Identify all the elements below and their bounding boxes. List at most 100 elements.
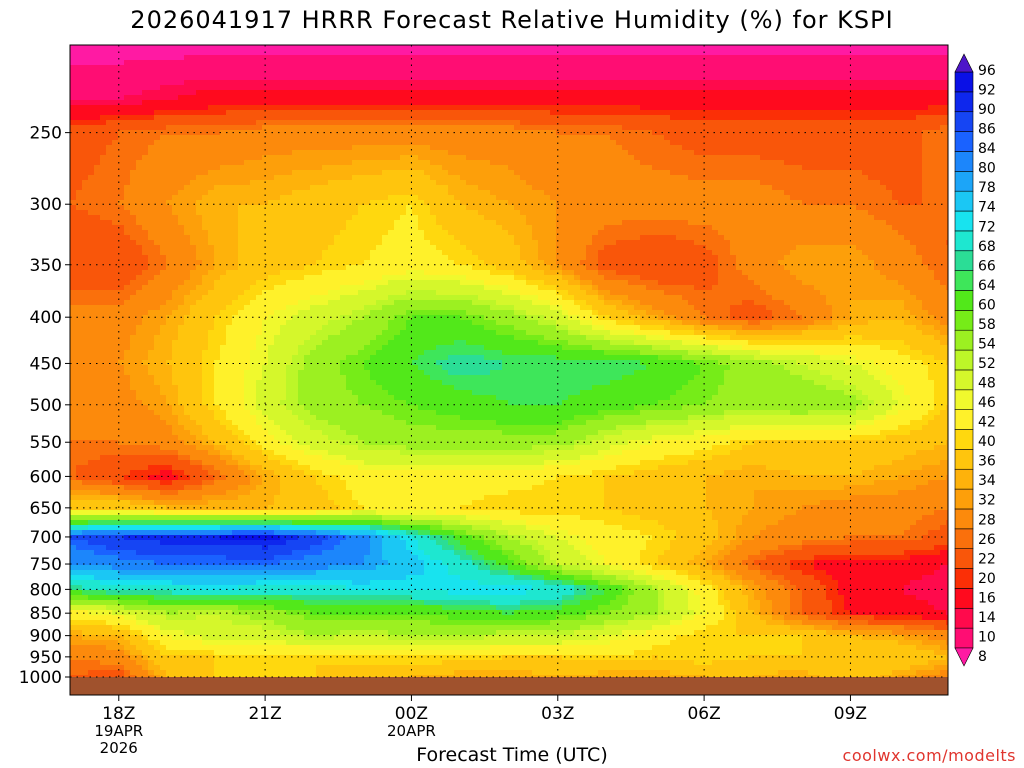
heat-cell: [592, 65, 599, 71]
heat-cell: [640, 60, 647, 66]
heat-cell: [124, 95, 131, 101]
heat-cell: [304, 50, 311, 56]
heat-cell: [646, 205, 653, 211]
heat-cell: [670, 95, 677, 101]
heat-cell: [94, 110, 101, 116]
heat-cell: [478, 70, 485, 76]
heat-cell: [256, 195, 263, 201]
heat-cell: [700, 165, 707, 171]
heat-cell: [790, 60, 797, 66]
heat-cell: [412, 45, 419, 51]
heat-cell: [232, 185, 239, 191]
heat-cell: [760, 170, 767, 176]
heat-cell: [160, 65, 167, 71]
heat-cell: [268, 125, 275, 131]
heat-cell: [580, 125, 587, 131]
heat-cell: [622, 115, 629, 121]
heat-cell: [838, 130, 845, 136]
heat-cell: [520, 85, 527, 91]
heat-cell: [256, 190, 263, 196]
heat-cell: [520, 100, 527, 106]
heat-cell: [418, 180, 425, 186]
heat-cell: [256, 210, 263, 216]
heat-cell: [274, 190, 281, 196]
heat-cell: [424, 50, 431, 56]
heat-cell: [604, 160, 611, 166]
heat-cell: [472, 140, 479, 146]
heat-cell: [826, 120, 833, 126]
heat-cell: [346, 60, 353, 66]
heat-cell: [460, 120, 467, 126]
heat-cell: [592, 195, 599, 201]
heat-cell: [496, 45, 503, 51]
heat-cell: [700, 150, 707, 156]
heat-cell: [694, 165, 701, 171]
heat-cell: [748, 95, 755, 101]
heat-cell: [784, 120, 791, 126]
heat-cell: [712, 50, 719, 56]
heat-cell: [376, 55, 383, 61]
heat-cell: [832, 135, 839, 141]
heat-cell: [154, 120, 161, 126]
heat-cell: [514, 210, 521, 216]
heat-cell: [628, 115, 635, 121]
heat-cell: [676, 205, 683, 211]
heat-cell: [250, 180, 257, 186]
heat-cell: [916, 190, 923, 196]
heat-cell: [352, 55, 359, 61]
heat-cell: [280, 120, 287, 126]
heat-cell: [280, 175, 287, 181]
heat-cell: [892, 195, 899, 201]
heat-cell: [676, 150, 683, 156]
heat-cell: [394, 80, 401, 86]
heat-cell: [490, 175, 497, 181]
heat-cell: [796, 135, 803, 141]
heat-cell: [748, 120, 755, 126]
heat-cell: [172, 75, 179, 81]
heat-cell: [772, 135, 779, 141]
heat-cell: [874, 180, 881, 186]
heat-cell: [688, 200, 695, 206]
heat-cell: [382, 205, 389, 211]
heat-cell: [472, 190, 479, 196]
heat-cell: [370, 125, 377, 131]
heat-cell: [892, 170, 899, 176]
heat-cell: [418, 70, 425, 76]
heat-cell: [898, 190, 905, 196]
heat-cell: [604, 75, 611, 81]
heat-cell: [934, 140, 941, 146]
heat-cell: [226, 150, 233, 156]
heat-cell: [268, 150, 275, 156]
heat-cell: [370, 90, 377, 96]
heat-cell: [754, 145, 761, 151]
heat-cell: [418, 145, 425, 151]
heat-cell: [754, 130, 761, 136]
heat-cell: [646, 45, 653, 51]
heat-cell: [796, 60, 803, 66]
heat-cell: [532, 140, 539, 146]
heat-cell: [526, 195, 533, 201]
heat-cell: [76, 160, 83, 166]
heat-cell: [322, 70, 329, 76]
heat-cell: [664, 105, 671, 111]
heat-cell: [484, 90, 491, 96]
heat-cell: [694, 185, 701, 191]
heat-cell: [586, 135, 593, 141]
heat-cell: [766, 150, 773, 156]
heat-cell: [646, 210, 653, 216]
heat-cell: [742, 80, 749, 86]
heat-cell: [436, 140, 443, 146]
heat-cell: [88, 55, 95, 61]
heat-cell: [454, 210, 461, 216]
heat-cell: [262, 45, 269, 51]
heat-cell: [712, 95, 719, 101]
heat-cell: [268, 100, 275, 106]
heat-cell: [814, 45, 821, 51]
heat-cell: [118, 100, 125, 106]
heat-cell: [394, 60, 401, 66]
heat-cell: [172, 115, 179, 121]
heat-cell: [634, 170, 641, 176]
heat-cell: [724, 135, 731, 141]
heat-cell: [196, 70, 203, 76]
heat-cell: [856, 90, 863, 96]
